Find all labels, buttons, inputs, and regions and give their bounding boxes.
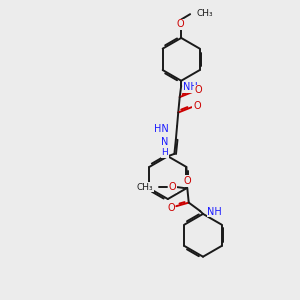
Text: O: O bbox=[167, 203, 175, 213]
Text: O: O bbox=[177, 19, 184, 29]
Text: CH₃: CH₃ bbox=[136, 183, 153, 192]
Text: HN: HN bbox=[154, 124, 169, 134]
Text: O: O bbox=[183, 176, 191, 186]
Text: O: O bbox=[168, 182, 176, 192]
Text: O: O bbox=[193, 101, 201, 111]
Text: N: N bbox=[161, 137, 168, 147]
Text: NH: NH bbox=[208, 206, 222, 217]
Text: H: H bbox=[161, 148, 168, 157]
Text: O: O bbox=[195, 85, 202, 95]
Text: CH₃: CH₃ bbox=[197, 9, 213, 18]
Text: NH: NH bbox=[183, 82, 198, 92]
